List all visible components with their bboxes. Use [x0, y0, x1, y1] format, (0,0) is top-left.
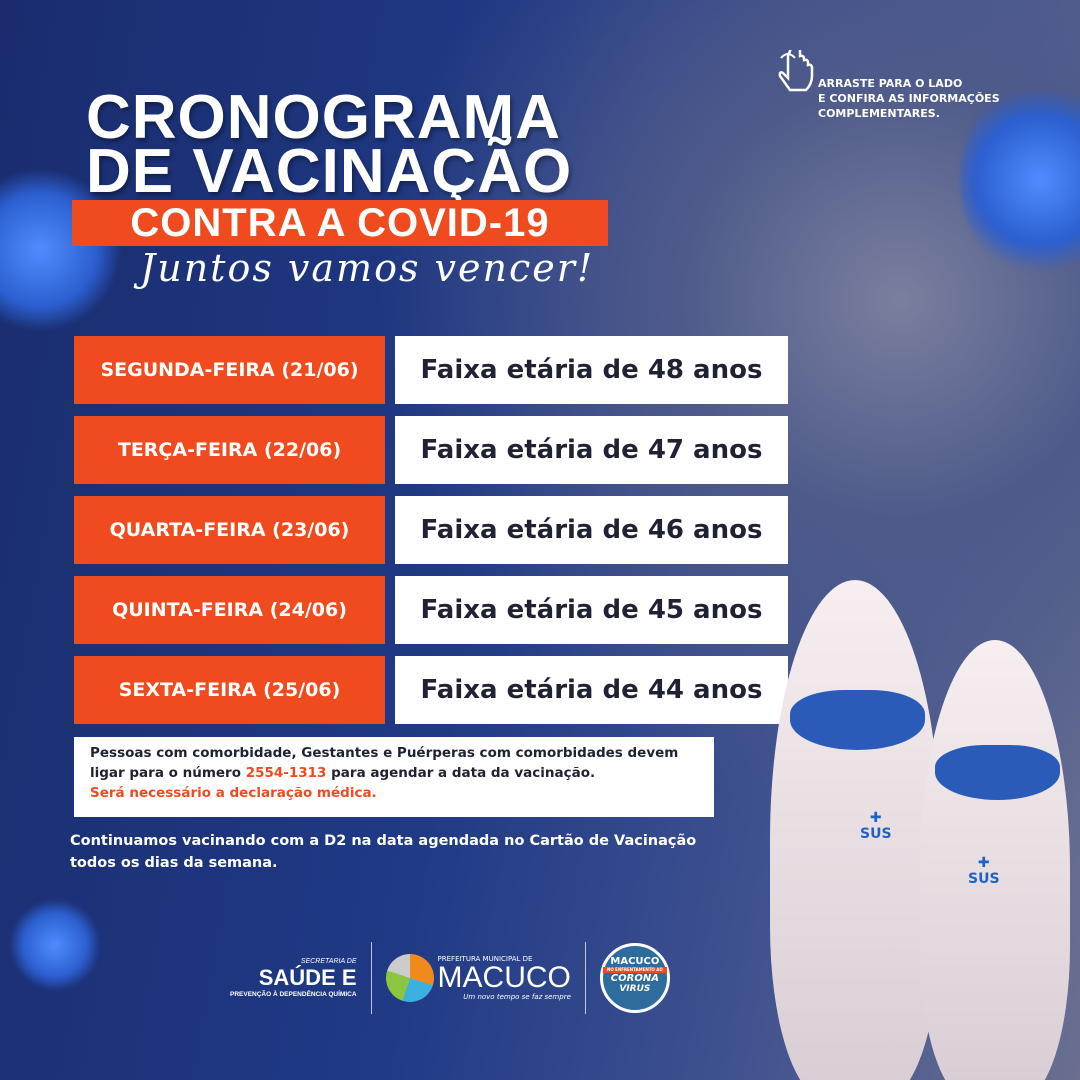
badge-main: CORONA [610, 972, 659, 984]
continuation-line: todos os dias da semana. [70, 855, 278, 871]
title-line-2: DE VACINAÇÃO [86, 137, 573, 206]
divider [370, 941, 372, 1014]
swipe-line: E CONFIRA AS INFORMAÇÕES [818, 92, 1000, 105]
schedule-row: SEGUNDA-FEIRA (21/06) Faixa etária de 48 … [74, 336, 788, 404]
virus-decoration [10, 900, 100, 990]
continuation-line: Continuamos vacinando com a D2 na data a… [70, 833, 697, 849]
face-mask [790, 690, 925, 750]
schedule-day: SEGUNDA-FEIRA (21/06) [74, 336, 385, 404]
comorbidity-note: Pessoas com comorbidade, Gestantes e Pué… [74, 737, 714, 817]
schedule-age-group: Faixa etária de 48 anos [395, 336, 788, 404]
note-text: ligar para o número [90, 765, 246, 781]
macuco-logo: PREFEITURA MUNICIPAL DE MACUCO Um novo t… [385, 953, 571, 1002]
schedule-age-group: Faixa etária de 46 anos [395, 496, 788, 564]
saude-top: SECRETARIA DE [300, 957, 357, 965]
macuco-top: PREFEITURA MUNICIPAL DE [437, 954, 533, 963]
schedule-row: QUARTA-FEIRA (23/06) Faixa etária de 46 a… [74, 496, 788, 564]
macuco-main: MACUCO [437, 960, 571, 994]
macuco-emblem [385, 953, 434, 1002]
schedule-day: QUINTA-FEIRA (24/06) [74, 576, 385, 644]
divider [584, 941, 586, 1014]
saude-main: SAÚDE E [258, 964, 357, 990]
note-line: Será necessário a declaração médica. [90, 785, 377, 801]
schedule-age-group: Faixa etária de 45 anos [395, 576, 788, 644]
schedule-age-group: Faixa etária de 47 anos [395, 416, 788, 484]
sus-label: ✚ SUS [968, 855, 1000, 887]
schedule-row: QUINTA-FEIRA (24/06) Faixa etária de 45 a… [74, 576, 788, 644]
badge-main: VIRUS [619, 983, 651, 994]
schedule-age-group: Faixa etária de 44 anos [395, 656, 788, 724]
badge-mid: NO ENFRENTAMENTO AO [602, 966, 667, 973]
macuco-slogan: Um novo tempo se faz sempre [463, 992, 571, 1001]
schedule-day: TERÇA-FEIRA (22/06) [74, 416, 385, 484]
swipe-line: COMPLEMENTARES. [818, 107, 940, 120]
coronavirus-badge: MACUCO NO ENFRENTAMENTO AO CORONA VIRUS [599, 942, 670, 1013]
ze-gotinha-mascot [770, 580, 940, 1080]
hand-swipe-icon [778, 50, 814, 92]
schedule-day: QUARTA-FEIRA (23/06) [74, 496, 385, 564]
swipe-hint: ARRASTE PARA O LADO E CONFIRA AS INFORMA… [778, 50, 1000, 121]
sus-label: ✚ SUS [860, 810, 892, 842]
saude-sub: PREVENÇÃO À DEPENDÊNCIA QUÍMICA [230, 990, 357, 998]
saude-logo: SECRETARIA DE SAÚDE E PREVENÇÃO À DEPEND… [230, 958, 357, 998]
title-band: CONTRA A COVID-19 [72, 200, 608, 246]
slogan-script: Juntos vamos vencer! [140, 246, 595, 290]
phone-number: 2554-1313 [245, 765, 327, 781]
title-line-1: CRONOGRAMA [86, 83, 561, 152]
note-line: Pessoas com comorbidade, Gestantes e Pué… [90, 745, 679, 761]
schedule-row: SEXTA-FEIRA (25/06) Faixa etária de 44 an… [74, 656, 788, 724]
note-text: para agendar a data da vacinação. [326, 765, 596, 781]
face-mask [935, 745, 1060, 800]
schedule-day: SEXTA-FEIRA (25/06) [74, 656, 385, 724]
badge-top: MACUCO [610, 955, 660, 967]
schedule-row: TERÇA-FEIRA (22/06) Faixa etária de 47 an… [74, 416, 788, 484]
virus-decoration [960, 80, 1080, 280]
swipe-line: ARRASTE PARA O LADO [818, 77, 963, 90]
note-line: ligar para o número 2554-1313 para agend… [90, 763, 698, 783]
footer-logos: SECRETARIA DE SAÚDE E PREVENÇÃO À DEPEND… [230, 940, 670, 1015]
mascot-female [920, 640, 1070, 1080]
continuation-text: Continuamos vacinando com a D2 na data a… [70, 830, 696, 874]
